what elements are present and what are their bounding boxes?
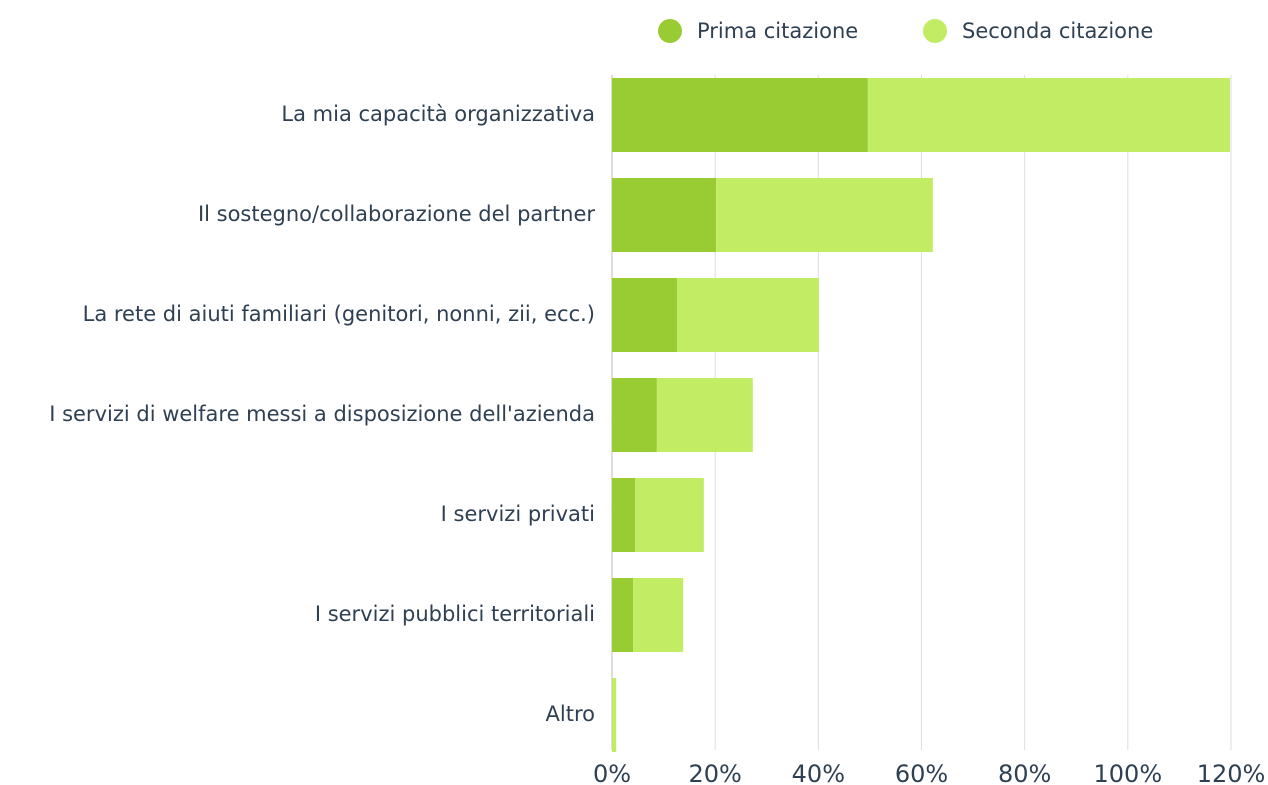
x-tick-label: 60%: [895, 760, 948, 785]
y-tick-label: I servizi pubblici territoriali: [315, 602, 595, 626]
legend-label: Seconda citazione: [962, 19, 1153, 43]
x-tick-label: 120%: [1197, 760, 1266, 785]
y-tick-label: Il sostegno/collaborazione del partner: [198, 202, 595, 226]
y-tick-label: La mia capacità organizzativa: [281, 102, 595, 126]
bar-segment: [867, 78, 1230, 152]
x-tick-label: 0%: [593, 760, 631, 785]
y-tick-label: Altro: [546, 702, 595, 726]
bar-segment: [635, 478, 704, 552]
x-tick-label: 40%: [792, 760, 845, 785]
legend-label: Prima citazione: [697, 19, 858, 43]
x-tick-label: 100%: [1094, 760, 1163, 785]
y-tick-label: I servizi di welfare messi a disposizion…: [49, 402, 595, 426]
bar-segment: [612, 478, 636, 552]
y-tick-label: La rete di aiuti familiari (genitori, no…: [83, 302, 595, 326]
bar-segment: [716, 178, 933, 252]
x-tick-label: 80%: [998, 760, 1051, 785]
bar-segment: [612, 278, 677, 352]
legend-swatch: [658, 19, 682, 43]
bar-segment: [676, 278, 819, 352]
bar-segment: [612, 178, 717, 252]
bar-segment: [612, 578, 634, 652]
legend-swatch: [923, 19, 947, 43]
bar-segment: [633, 578, 684, 652]
y-tick-label: I servizi privati: [441, 502, 595, 526]
x-tick-label: 20%: [688, 760, 741, 785]
bar-segment: [612, 378, 657, 452]
bar-segment: [656, 378, 753, 452]
bar-segment: [612, 78, 868, 152]
bar-segment: [612, 678, 617, 752]
